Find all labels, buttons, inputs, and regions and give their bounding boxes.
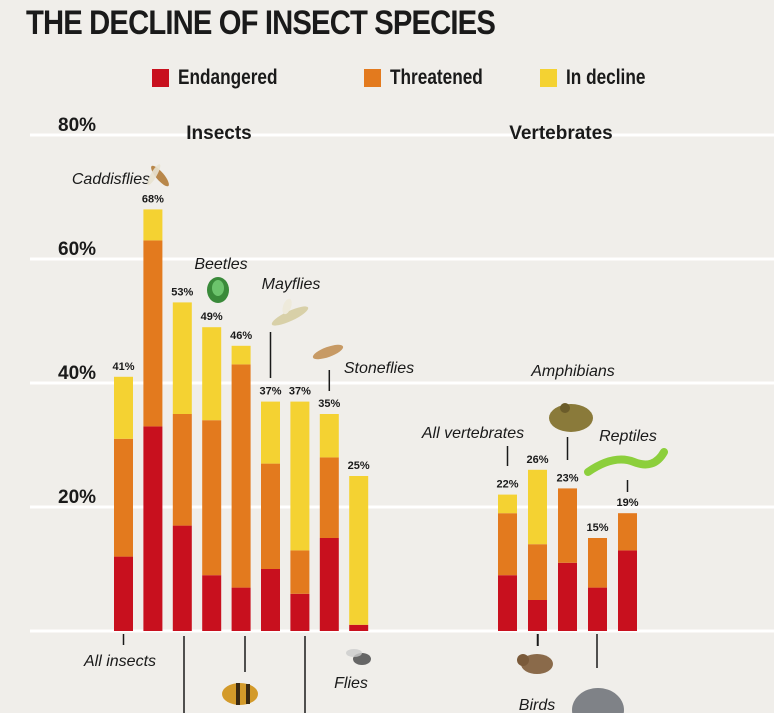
- y-tick-label: 40%: [58, 363, 96, 384]
- bar-value-label: 49%: [201, 311, 223, 323]
- bar-segment-threatened: [528, 544, 547, 600]
- category-label: Amphibians: [530, 363, 615, 380]
- bar-segment-threatened: [588, 538, 607, 588]
- legend-swatch-endangered: [152, 69, 169, 87]
- legend-item-endangered: Endangered: [152, 66, 299, 90]
- bar-segment-endangered: [202, 575, 222, 631]
- legend-item-threatened: Threatened: [364, 66, 503, 90]
- bar-value-label: 35%: [318, 398, 340, 410]
- bar-segment-threatened: [261, 463, 280, 569]
- bar-segment-endangered: [172, 525, 192, 631]
- bar-segment-endangered: [290, 593, 310, 631]
- bar-segment-threatened: [172, 414, 192, 526]
- bar-segment-in-decline: [528, 469, 547, 545]
- legend: Endangered Threatened In decline: [0, 66, 774, 96]
- bar-segment-endangered: [528, 600, 547, 631]
- legend-label-endangered: Endangered: [178, 66, 278, 89]
- bar-segment-in-decline: [231, 345, 251, 365]
- bar-segment-endangered: [558, 562, 577, 631]
- bar-segment-endangered: [588, 587, 607, 631]
- bar-segment-in-decline: [349, 476, 369, 625]
- bar-segment-threatened: [231, 364, 251, 588]
- bar-value-label: 15%: [586, 522, 608, 534]
- legend-swatch-in-decline: [540, 69, 557, 87]
- bar-segment-threatened: [618, 513, 637, 551]
- bar-segment-in-decline: [261, 401, 280, 464]
- beetle-icon: [207, 277, 229, 303]
- bar-value-label: 23%: [556, 472, 578, 484]
- category-label: All insects: [83, 653, 156, 670]
- chart-title: THE DECLINE OF INSECT SPECIES: [26, 4, 496, 42]
- bar-segment-in-decline: [143, 209, 163, 241]
- bar-segment-threatened: [319, 457, 339, 538]
- stonefly-icon: [312, 344, 344, 360]
- bar-value-label: 53%: [171, 286, 193, 298]
- bar-value-label: 26%: [526, 454, 548, 466]
- legend-item-in-decline: In decline: [540, 66, 663, 90]
- bar-segment-endangered: [114, 556, 133, 631]
- panel-title: Insects: [186, 123, 251, 144]
- bar-segment-in-decline: [290, 401, 310, 551]
- bar-segment-endangered: [143, 426, 163, 631]
- bar-segment-threatened: [143, 240, 163, 427]
- y-tick-label: 80%: [58, 115, 96, 136]
- bar-segment-in-decline: [202, 327, 222, 421]
- bar-segment-endangered: [618, 550, 637, 631]
- category-label: Birds: [519, 697, 555, 713]
- lizard-icon: [584, 448, 668, 476]
- bar-segment-endangered: [261, 569, 280, 631]
- bar-segment-in-decline: [498, 494, 517, 514]
- y-tick-label: 20%: [58, 487, 96, 508]
- bar-value-label: 41%: [112, 361, 134, 373]
- bee-icon: [222, 683, 258, 705]
- y-tick-label: 60%: [58, 239, 96, 260]
- bar-segment-endangered: [231, 587, 251, 631]
- bar-value-label: 22%: [496, 479, 518, 491]
- bar-segment-endangered: [498, 575, 517, 631]
- bar-segment-in-decline: [172, 302, 192, 414]
- category-label: Beetles: [194, 256, 247, 273]
- category-label: Flies: [334, 675, 368, 692]
- bar-segment-threatened: [498, 513, 517, 576]
- fly-icon: [346, 649, 371, 665]
- bar-value-label: 37%: [289, 386, 311, 398]
- bar-segment-endangered: [319, 538, 339, 631]
- legend-swatch-threatened: [364, 69, 381, 87]
- category-label: Stoneflies: [344, 360, 414, 377]
- bar-segment-threatened: [558, 488, 577, 563]
- bar-segment-threatened: [114, 438, 133, 557]
- bar-value-label: 25%: [348, 460, 370, 472]
- category-label: Mayflies: [262, 276, 321, 293]
- elephant-icon: [572, 688, 624, 713]
- bar-segment-endangered: [349, 624, 369, 631]
- frog-icon: [549, 403, 593, 432]
- legend-label-in-decline: In decline: [566, 66, 646, 89]
- panel-title: Vertebrates: [509, 123, 613, 144]
- bar-value-label: 37%: [259, 386, 281, 398]
- bar-segment-in-decline: [319, 414, 339, 458]
- category-label: All vertebrates: [421, 425, 524, 442]
- legend-label-threatened: Threatened: [390, 66, 483, 89]
- bar-value-label: 68%: [142, 193, 164, 205]
- category-label: Reptiles: [599, 428, 657, 445]
- bar-segment-in-decline: [114, 376, 133, 439]
- caddisfly-icon: [147, 164, 169, 187]
- bird-icon: [517, 654, 553, 674]
- bar-value-label: 19%: [616, 497, 638, 509]
- bar-value-label: 46%: [230, 330, 252, 342]
- bar-segment-threatened: [202, 420, 222, 576]
- bar-segment-threatened: [290, 550, 310, 594]
- category-label: Caddisflies: [72, 171, 150, 188]
- mayfly-icon: [271, 298, 309, 326]
